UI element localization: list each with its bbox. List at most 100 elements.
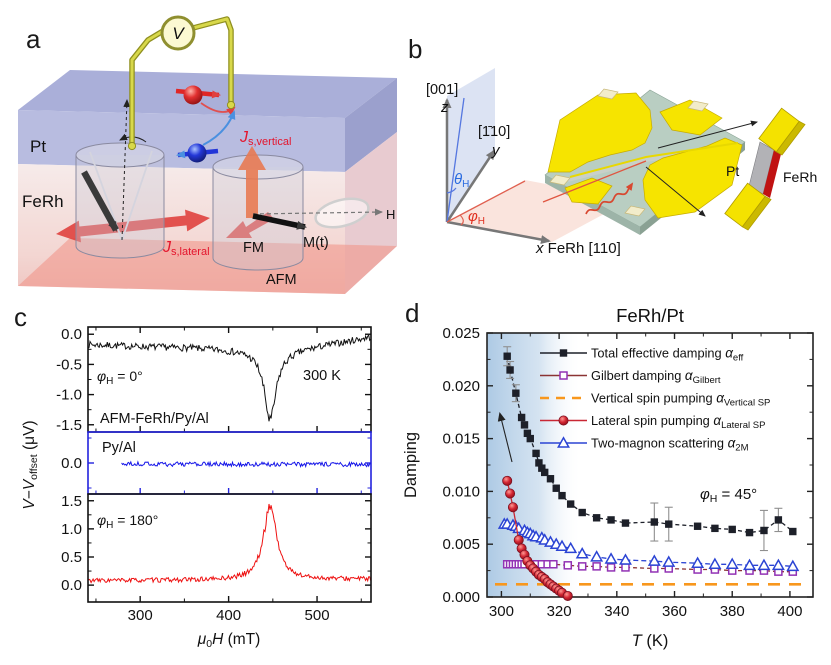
magnetization-arrow <box>81 170 119 232</box>
y-tick-label: -1.5 <box>56 417 82 434</box>
theta-angle-arc <box>446 187 457 194</box>
spectrum-trace-group <box>88 503 371 584</box>
bond-pads <box>549 88 709 217</box>
marker-triangle-open <box>564 541 578 554</box>
series-2M <box>497 517 800 572</box>
afm-floor-plane <box>18 238 397 294</box>
marker-circle-filled <box>513 534 524 545</box>
marker-square-filled <box>506 366 514 374</box>
marker-square-filled <box>592 514 601 522</box>
direction-110bar-label: [1̄10] <box>478 124 510 140</box>
bond-pad <box>597 88 619 100</box>
marker-square-filled <box>693 522 702 530</box>
left-pillar-body <box>75 155 165 259</box>
legend: Total effective damping αeff Gilbert damp… <box>540 346 770 454</box>
c-angle-0-annotation: φH = 0° <box>97 368 143 387</box>
blue-deflection-arrow <box>202 110 236 146</box>
subpanel-frame <box>87 493 372 603</box>
c-x-axis-title: μ0H (mT) <box>197 631 261 650</box>
y-tick-label: 0.005 <box>442 536 480 553</box>
marker-circle-filled <box>562 590 573 601</box>
x-tick-label: 400 <box>777 603 802 620</box>
gold-electrodes <box>547 92 743 219</box>
y-tick-label: 0.015 <box>442 431 480 448</box>
c-sample1-label: AFM-FeRh/Py/Al <box>100 411 209 427</box>
y-tick-label: 0.0 <box>61 577 82 594</box>
ferh-layer-label: FeRh <box>22 192 64 211</box>
y-tick-label: 0.010 <box>442 483 480 500</box>
legend-entry-label: Two-magnon scattering α2M <box>591 436 749 454</box>
contact-ball-left <box>127 141 137 151</box>
marker-square-filled <box>665 520 673 528</box>
pt-layer-label: Pt <box>30 137 46 156</box>
marker-square-filled <box>512 389 520 397</box>
rising-damping-arrow <box>497 412 513 463</box>
marker-square-open <box>563 561 573 570</box>
marker-square-filled <box>566 500 575 508</box>
marker-triangle-open <box>555 539 569 552</box>
x-tick-label: 360 <box>662 603 687 620</box>
legend-entry-label: Gilbert damping αGilbert <box>591 368 721 386</box>
c-sample2-label: Py/Al <box>102 440 136 456</box>
bond-pad <box>549 174 571 186</box>
afm-label: AFM <box>266 272 297 288</box>
x-tick-label: 300 <box>128 607 153 624</box>
wire-right <box>191 17 233 106</box>
js-lateral-label: Js,lateral <box>162 239 210 258</box>
y-axis-label: y <box>491 142 501 159</box>
js-vertical-arrow <box>238 146 266 218</box>
c-angle-180-annotation: φH = 180° <box>97 512 158 531</box>
d-x-axis-title: T (K) <box>632 632 669 650</box>
marker-square-filled <box>526 434 534 443</box>
inset-gold-contacts <box>724 107 806 231</box>
panel-a-schematic: a V Pt FeRh Js,vertical Js,lateral FM M(… <box>18 15 397 294</box>
spectrum-trace <box>121 460 371 469</box>
marker-square-filled <box>578 508 586 517</box>
marker-square-filled <box>546 475 555 483</box>
bilayer-box <box>18 70 397 294</box>
y-tick-label: -0.5 <box>56 356 82 373</box>
c-temperature-annotation: 300 K <box>303 368 341 384</box>
left-pillar-top <box>75 142 165 168</box>
voltmeter-circuit <box>127 15 236 151</box>
marker-circle-filled <box>502 475 513 486</box>
y-tick-label: 1.0 <box>61 521 82 538</box>
y-tick-label: 0.025 <box>442 325 480 342</box>
marker-triangle-open <box>691 556 705 568</box>
x-tick-label: 340 <box>604 603 629 620</box>
spectrum-trace <box>88 503 371 584</box>
y-axis <box>445 149 496 223</box>
voltmeter-dial <box>160 15 196 51</box>
marker-circle-filled <box>558 415 569 426</box>
marker-triangle-open <box>743 558 757 571</box>
marker-triangle-open <box>786 559 800 572</box>
marker-square-filled <box>621 519 630 527</box>
precession-axis-dashed <box>121 99 131 241</box>
voltmeter-label: V <box>172 24 185 43</box>
series-eff <box>503 346 797 552</box>
coordinate-axes <box>442 97 551 244</box>
marker-square-open <box>606 563 616 572</box>
phi-h-label: φH <box>468 208 485 227</box>
marker-square-filled <box>789 527 797 536</box>
spin-down-electron <box>187 143 207 163</box>
d-chart-title: FeRh/Pt <box>616 305 684 326</box>
phi-angle-arc <box>459 214 464 226</box>
spectrum-trace <box>88 334 371 422</box>
x-axis-label: x FeRh [110] <box>535 240 621 257</box>
marker-square-filled <box>535 459 543 467</box>
marker-square-filled <box>532 449 540 458</box>
x-axis <box>446 220 551 244</box>
marker-square-filled <box>650 518 659 526</box>
bond-pad <box>687 100 709 112</box>
spin-up-electron <box>183 85 203 105</box>
rf-current-line <box>542 160 647 203</box>
marker-triangle-open <box>757 558 771 571</box>
panel-b-label: b <box>408 34 422 64</box>
marker-square-filled <box>558 491 566 500</box>
series-line <box>506 356 794 534</box>
mt-label: M(t) <box>303 235 329 251</box>
precession-loop <box>314 197 370 229</box>
microwave-squiggle-arrow <box>585 182 634 215</box>
marker-triangle-open <box>604 552 618 564</box>
